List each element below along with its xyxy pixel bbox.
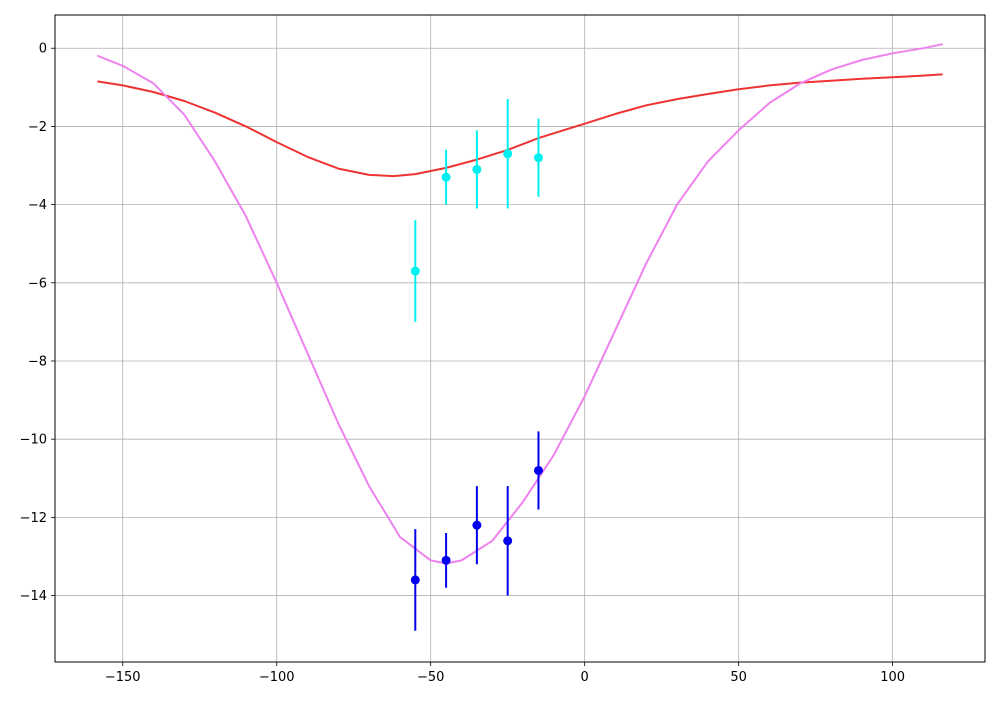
series-3-point	[503, 536, 513, 546]
x-tick-label: 100	[880, 670, 905, 685]
tick-layer: −150 −100 −50 0 50 100 0 −2 −4 −6 −8 −10 −12 −14	[20, 42, 905, 685]
y-tick-label: −10	[20, 433, 47, 448]
y-tick-label: −6	[28, 276, 47, 291]
series-2-point	[472, 164, 482, 174]
series-2-point	[503, 149, 513, 159]
x-tick-label: 0	[581, 670, 589, 685]
series-3-point	[533, 465, 543, 475]
series-3-point	[441, 555, 451, 565]
series-3-point	[410, 575, 420, 585]
y-tick-label: −8	[28, 354, 47, 369]
x-tick-label: −50	[417, 670, 444, 685]
series-2-point	[410, 266, 420, 276]
y-tick-label: −2	[28, 120, 47, 135]
y-tick-label: −14	[20, 589, 47, 604]
y-tick-label: −4	[28, 198, 47, 213]
series-2-point	[441, 172, 451, 182]
series-0-line	[97, 73, 943, 178]
y-tick-label: −12	[20, 511, 47, 526]
x-tick-label: −100	[259, 670, 295, 685]
x-tick-label: −150	[105, 670, 141, 685]
series-1-line	[97, 43, 943, 565]
grid-layer	[55, 15, 985, 662]
series-2-point	[533, 153, 543, 163]
x-tick-label: 50	[730, 670, 747, 685]
series-3-point	[472, 520, 482, 530]
series-layer	[97, 43, 943, 631]
y-tick-label: 0	[39, 42, 47, 57]
plot-frame	[54, 14, 986, 663]
